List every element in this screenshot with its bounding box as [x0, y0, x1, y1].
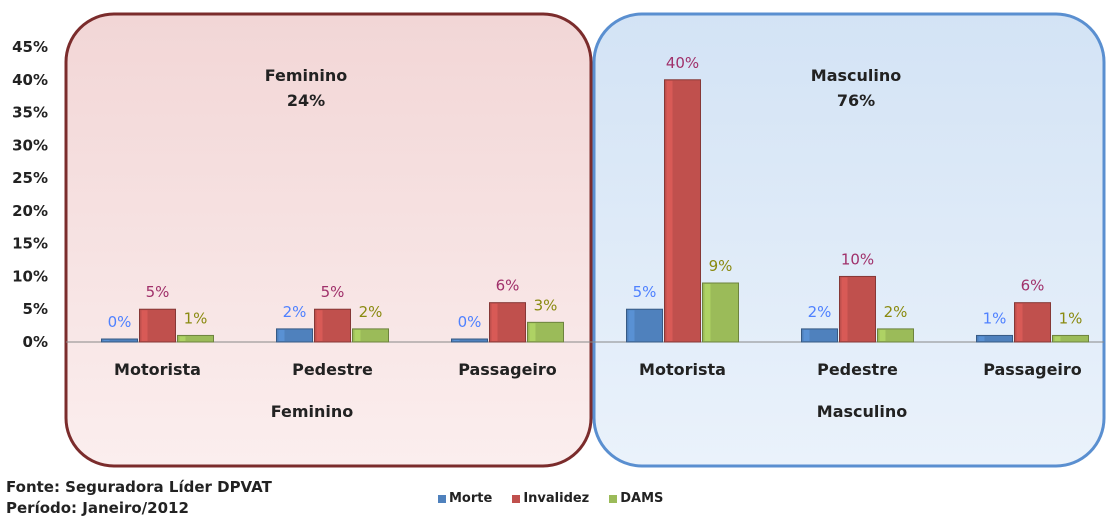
legend-swatch-morte — [438, 494, 446, 503]
category-label: Passageiro — [458, 360, 557, 379]
legend-swatch-invalidez — [512, 494, 521, 503]
category-label: Pedestre — [817, 360, 898, 379]
data-label: 1% — [184, 309, 208, 327]
legend-label-morte: Morte — [449, 491, 493, 506]
data-label: 1% — [983, 309, 1007, 327]
data-label: 2% — [283, 303, 307, 321]
group-axis-label: Feminino — [271, 402, 354, 421]
data-label: 9% — [709, 257, 733, 275]
data-label: 6% — [496, 277, 520, 295]
bar-morte — [801, 328, 838, 343]
bar-highlight — [841, 277, 848, 341]
data-label: 1% — [1059, 309, 1083, 327]
bar-highlight — [141, 310, 148, 341]
bar-highlight — [453, 340, 460, 341]
group-axis-label: Masculino — [817, 402, 907, 421]
bar-highlight — [103, 340, 110, 341]
data-label: 0% — [458, 313, 482, 331]
y-tick-label: 0% — [23, 333, 48, 351]
feminino-panel — [64, 12, 593, 468]
data-label: 5% — [321, 283, 345, 301]
legend-item-morte: Morte — [438, 491, 492, 506]
masculino-panel — [592, 12, 1106, 468]
group-title: Feminino — [265, 66, 348, 85]
legend-item-invalidez: Invalidez — [512, 491, 589, 506]
group-share: 24% — [287, 91, 325, 110]
data-label: 0% — [108, 313, 132, 331]
y-tick-label: 30% — [12, 136, 48, 154]
y-tick-label: 25% — [12, 169, 48, 187]
data-label: 2% — [884, 303, 908, 321]
data-label: 5% — [633, 283, 657, 301]
bar-dams — [1052, 334, 1089, 343]
source-label: Fonte: Seguradora Líder DPVAT — [6, 478, 272, 496]
y-tick-label: 40% — [12, 71, 48, 89]
legend: Morte Invalidez DAMS — [438, 491, 663, 506]
category-label: Motorista — [114, 360, 201, 379]
bar-highlight — [666, 80, 673, 342]
y-tick-label: 5% — [23, 300, 48, 318]
bar-highlight — [316, 310, 323, 341]
bar-highlight — [803, 329, 810, 341]
bar-morte — [101, 338, 138, 343]
bar-highlight — [704, 284, 711, 341]
data-label: 40% — [666, 54, 699, 72]
data-label: 6% — [1021, 277, 1045, 295]
bar-highlight — [354, 329, 361, 341]
y-tick-label: 10% — [12, 267, 48, 285]
plot-area: Feminino 24% Feminino Motorista 0% 5% 1% Pedest… — [66, 54, 1104, 421]
legend-item-dams: DAMS — [609, 491, 663, 506]
bar-dams — [877, 328, 914, 343]
data-label: 3% — [534, 296, 558, 314]
bar-highlight — [491, 303, 498, 341]
data-label: 5% — [146, 283, 170, 301]
bar-dams — [527, 321, 564, 343]
category-label: Motorista — [639, 360, 726, 379]
data-label: 10% — [841, 250, 874, 268]
data-label: 2% — [359, 303, 383, 321]
bar-highlight — [628, 310, 635, 341]
bar-morte — [976, 334, 1013, 343]
bar-dams — [177, 334, 214, 343]
y-tick-label: 20% — [12, 202, 48, 220]
y-tick-label: 35% — [12, 104, 48, 122]
bar-morte — [276, 328, 313, 343]
legend-label-invalidez: Invalidez — [523, 491, 590, 506]
bar-highlight — [179, 336, 186, 341]
y-tick-label: 45% — [12, 38, 48, 56]
group-share: 76% — [837, 91, 875, 110]
bar-highlight — [278, 329, 285, 341]
bar-dams — [352, 328, 389, 343]
bar-morte — [451, 338, 488, 343]
bar-highlight — [1054, 336, 1061, 341]
bar-highlight — [978, 336, 985, 341]
legend-swatch-dams — [609, 494, 618, 503]
category-label: Passageiro — [983, 360, 1082, 379]
y-tick-label: 15% — [12, 235, 48, 253]
y-axis: 45% 40% 35% 30% 25% 20% 15% 10% 5% 0% — [12, 38, 48, 351]
bar-highlight — [879, 329, 886, 341]
group-title: Masculino — [811, 66, 901, 85]
bar-highlight — [1016, 303, 1023, 341]
legend-label-dams: DAMS — [620, 491, 664, 506]
bar-highlight — [529, 323, 536, 341]
period-label: Período: Janeiro/2012 — [6, 499, 189, 517]
category-label: Pedestre — [292, 360, 373, 379]
data-label: 2% — [808, 303, 832, 321]
